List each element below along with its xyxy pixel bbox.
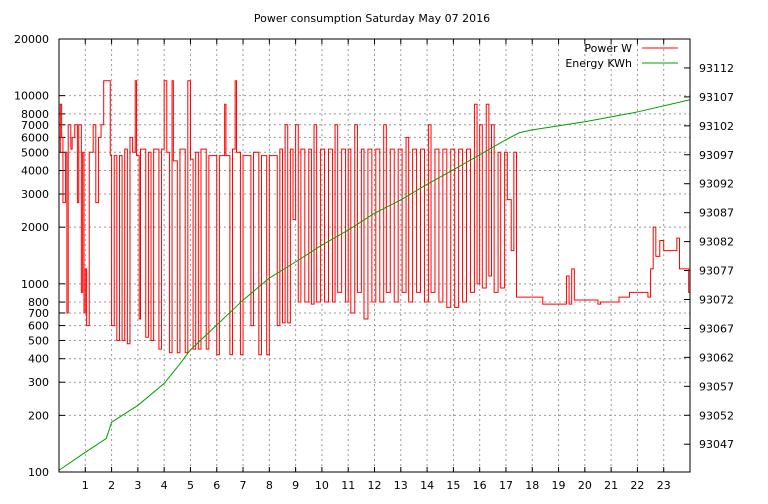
x-tick-label: 21: [604, 479, 618, 492]
y-right-tick-label: 93107: [699, 91, 734, 104]
x-tick-label: 15: [446, 479, 460, 492]
y-left-tick-label: 6000: [21, 131, 49, 144]
series: [58, 80, 691, 471]
y-left-tick-label: 600: [28, 320, 49, 333]
y-right-tick-label: 93112: [699, 62, 734, 75]
y-left-tick-label: 100: [28, 466, 49, 479]
y-left-tick-label: 2000: [21, 221, 49, 234]
x-tick-label: 4: [161, 479, 168, 492]
power-w-series-line: [59, 80, 690, 356]
axes: 1 2 3 4 5 6 7 8 9 10 11 12 13 14 15 16 17 18 19 20 21 22 23100…: [14, 33, 734, 492]
y-left-tick-label: 500: [28, 334, 49, 347]
legend: Power W Energy KWh: [565, 42, 678, 70]
y-left-tick-label: 4000: [21, 165, 49, 178]
legend-label-power: Power W: [584, 42, 632, 55]
grid: [59, 39, 690, 472]
y-left-tick-label: 20000: [14, 33, 49, 46]
chart-title: Power consumption Saturday May 07 2016: [254, 12, 490, 25]
y-right-tick-label: 93052: [699, 409, 734, 422]
x-tick-label: 11: [341, 479, 355, 492]
x-tick-label: 8: [266, 479, 273, 492]
y-right-tick-label: 93057: [699, 380, 734, 393]
legend-label-energy: Energy KWh: [565, 57, 632, 70]
x-tick-label: 13: [394, 479, 408, 492]
y-right-tick-label: 93102: [699, 120, 734, 133]
y-right-tick-label: 93047: [699, 438, 734, 451]
y-left-tick-label: 7000: [21, 119, 49, 132]
plot-border: [58, 38, 691, 473]
y-left-tick-label: 700: [28, 307, 49, 320]
x-tick-label: 17: [499, 479, 513, 492]
y-left-tick-label: 400: [28, 353, 49, 366]
y-left-tick-label: 8000: [21, 108, 49, 121]
y-right-tick-label: 93072: [699, 293, 734, 306]
x-tick-label: 3: [134, 479, 141, 492]
y-right-tick-label: 93087: [699, 207, 734, 220]
x-tick-label: 10: [315, 479, 329, 492]
x-tick-label: 23: [657, 479, 671, 492]
y-left-tick-label: 5000: [21, 146, 49, 159]
y-right-tick-label: 93067: [699, 322, 734, 335]
y-right-tick-label: 93097: [699, 149, 734, 162]
y-right-tick-label: 93092: [699, 178, 734, 191]
x-tick-label: 19: [552, 479, 566, 492]
y-left-tick-label: 800: [28, 296, 49, 309]
x-tick-label: 5: [187, 479, 194, 492]
energy-kwh-series-line: [58, 99, 691, 471]
x-tick-label: 1: [82, 479, 89, 492]
y-right-tick-label: 93082: [699, 236, 734, 249]
y-right-tick-label: 93062: [699, 351, 734, 364]
y-left-tick-label: 3000: [21, 188, 49, 201]
x-tick-label: 7: [240, 479, 247, 492]
x-tick-label: 16: [473, 479, 487, 492]
x-tick-label: 18: [525, 479, 539, 492]
x-tick-label: 20: [578, 479, 592, 492]
y-left-tick-label: 300: [28, 376, 49, 389]
x-tick-label: 6: [213, 479, 220, 492]
y-right-tick-label: 93077: [699, 265, 734, 278]
x-tick-label: 22: [630, 479, 644, 492]
x-tick-label: 14: [420, 479, 434, 492]
x-tick-label: 12: [368, 479, 382, 492]
y-left-tick-label: 200: [28, 409, 49, 422]
y-left-tick-label: 10000: [14, 90, 49, 103]
y-left-tick-label: 1000: [21, 278, 49, 291]
x-tick-label: 9: [292, 479, 299, 492]
x-tick-label: 2: [108, 479, 115, 492]
